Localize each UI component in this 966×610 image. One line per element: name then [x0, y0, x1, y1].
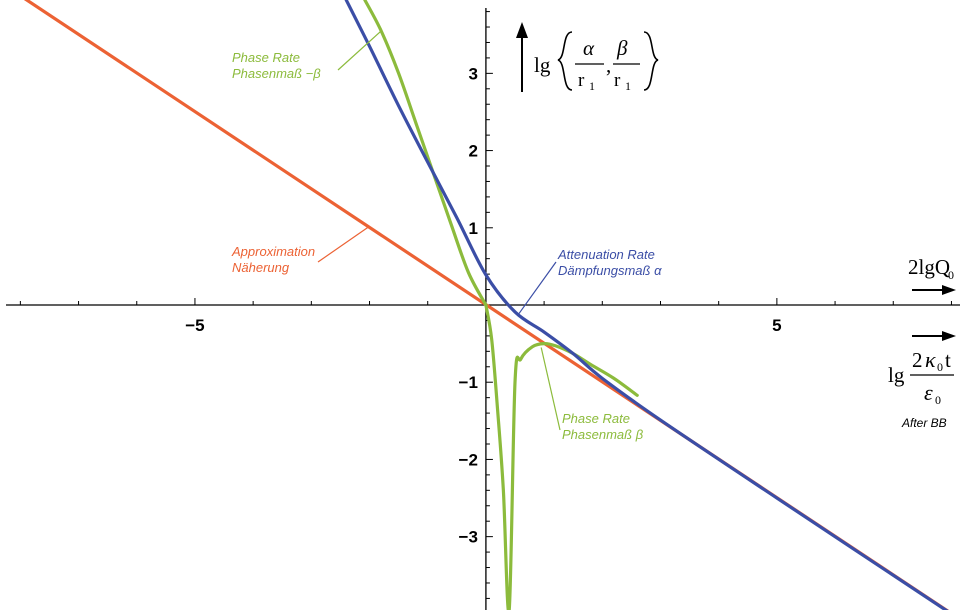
y-tick-label: 1 [468, 219, 477, 238]
y-label-sub-2: 1 [625, 79, 631, 93]
y-label-left-brace [557, 31, 573, 91]
x-label-bottom-arrowhead [942, 331, 956, 341]
annotation-phase-negative-line2: Phasenmaß −β [232, 66, 321, 81]
x-label-bottom-lg: lg [888, 363, 905, 387]
leader-phase-negative [337, 30, 382, 71]
y-tick-label: 3 [468, 64, 477, 83]
x-axis-label-bottom: lg 2 κ 0 t ε 0 [888, 331, 956, 407]
y-tick-label: 2 [468, 142, 477, 161]
annotation-phase-positive-line1: Phase Rate [562, 411, 630, 426]
annotation-attenuation-line2: Dämpfungsmaß α [558, 263, 662, 278]
annotation-attenuation-line1: Attenuation Rate [557, 247, 655, 262]
y-axis-label-arrowhead [516, 22, 528, 38]
x-tick-label: −5 [185, 316, 204, 335]
source-note: After BB [901, 416, 947, 430]
y-tick-label: −3 [459, 528, 478, 547]
y-label-r-1: r [578, 70, 585, 91]
leader-phase-positive [540, 347, 561, 431]
tick-labels: −5 5 3 2 1 −1 −2 −3 [185, 64, 781, 546]
annotation-leaders [317, 30, 561, 431]
annotation-approximation-line1: Approximation [231, 244, 315, 259]
axes [6, 8, 960, 610]
y-tick-label: −2 [459, 450, 478, 469]
x-label-bottom-epsilon: ε [924, 380, 933, 405]
y-label-beta: β [616, 36, 628, 60]
x-tick-label: 5 [772, 316, 781, 335]
annotation-phase-negative-line1: Phase Rate [232, 50, 300, 65]
y-label-alpha: α [583, 36, 595, 60]
x-label-bottom-epsilon-sub: 0 [935, 393, 941, 407]
series-attenuation [344, 0, 949, 610]
y-label-right-brace [643, 31, 659, 91]
leader-approximation [317, 225, 370, 263]
y-label-r-2: r [614, 70, 621, 91]
x-label-top-arrowhead [942, 285, 956, 295]
x-label-bottom-kappa-sub: 0 [937, 360, 943, 374]
series-phase-positive [484, 303, 639, 610]
annotation-approximation-line2: Näherung [232, 260, 290, 275]
x-label-bottom-kappa: κ [925, 347, 936, 372]
x-label-bottom-t: t [945, 348, 951, 372]
y-label-sub-1: 1 [589, 79, 595, 93]
x-axis-label-top: 2lgQ 0 [908, 255, 956, 295]
y-label-lg: lg [534, 53, 551, 77]
x-label-top-sub: 0 [948, 268, 954, 282]
y-label-comma: , [606, 53, 611, 77]
annotation-phase-positive-line2: Phasenmaß β [562, 427, 644, 442]
series-phase-negative [363, 0, 488, 307]
leader-attenuation [517, 261, 557, 316]
y-tick-label: −1 [459, 373, 478, 392]
x-label-top-text: 2lgQ [908, 255, 950, 279]
y-axis-label: lg α r 1 , β r 1 [516, 22, 659, 93]
x-label-bottom-two: 2 [912, 348, 923, 372]
